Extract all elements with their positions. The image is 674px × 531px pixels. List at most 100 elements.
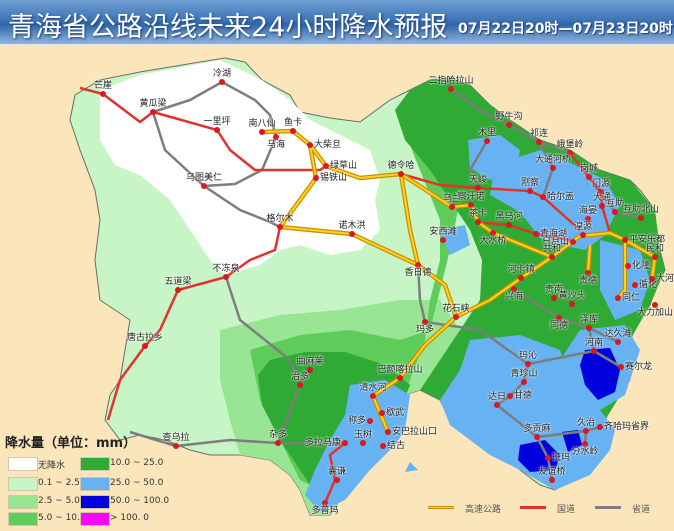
place-label: 清水河 — [359, 383, 387, 393]
legend-title: 降水量（单位：mm） — [5, 436, 137, 451]
place-marker-icon — [569, 301, 575, 307]
place-label: 马海 — [266, 140, 286, 150]
place-label: 巴颜喀拉山 — [377, 365, 423, 375]
place-marker-icon — [380, 443, 386, 449]
place-marker-icon — [525, 361, 531, 367]
place-label: 察汗诺 — [457, 192, 485, 202]
legend-label: 2.5 ~ 5.0 — [38, 496, 80, 506]
forecast-period: 07月22日20时—07月23日20时 — [458, 21, 673, 37]
place-marker-icon — [448, 86, 454, 92]
place-marker-icon — [201, 183, 207, 189]
legend-swatch-100 — [80, 512, 110, 526]
place-label: 诺木洪 — [338, 221, 366, 231]
place-label: 共和 — [542, 244, 562, 254]
place-marker-icon — [273, 134, 279, 140]
place-marker-icon — [580, 232, 586, 238]
place-marker-icon — [511, 286, 517, 292]
place-label: 锡铁山 — [320, 173, 348, 183]
place-label: 互助北山 — [622, 205, 660, 215]
place-label: 乌图美仁 — [185, 173, 223, 183]
place-label: 青海湖 — [540, 229, 568, 239]
place-marker-icon — [397, 375, 403, 381]
place-marker-icon — [598, 189, 604, 195]
place-marker-icon — [521, 379, 527, 385]
place-marker-icon — [582, 441, 588, 447]
place-label: 黄瓜梁 — [139, 99, 167, 109]
place-label: 化隆 — [632, 261, 651, 271]
place-label: 野牛沟 — [495, 112, 523, 122]
place-marker-icon — [490, 230, 496, 236]
place-label: 海晏 — [578, 206, 598, 216]
place-label: 多贡麻 — [523, 424, 551, 434]
place-marker-icon — [638, 215, 644, 221]
legend-swatch-0-1 — [8, 477, 38, 491]
place-label: 歇武 — [386, 408, 405, 418]
place-label: 结古 — [387, 441, 406, 451]
place-label: 五道梁 — [164, 277, 192, 287]
place-marker-icon — [453, 314, 459, 320]
legend-swatch-10 — [80, 457, 110, 471]
place-marker-icon — [556, 315, 562, 321]
national-road-line-icon — [520, 506, 546, 509]
place-marker-icon — [599, 203, 605, 209]
place-marker-icon — [586, 325, 592, 331]
place-label: 循化 — [639, 280, 658, 290]
place-label: 冷湖 — [212, 69, 232, 79]
place-marker-icon — [585, 270, 591, 276]
place-label: 达日 — [487, 392, 507, 402]
place-label: 达久滩 — [604, 329, 632, 339]
place-marker-icon — [494, 402, 500, 408]
place-marker-icon — [551, 295, 557, 301]
legend-swatch-2-5 — [8, 495, 38, 509]
place-label: 乌兰 — [442, 194, 462, 204]
place-label: 查乌拉 — [162, 433, 190, 443]
zone-no-rain — [100, 60, 380, 275]
place-label: 黄沙头 — [558, 291, 586, 301]
place-label: 杂多 — [268, 430, 288, 440]
place-label: 芒崖 — [93, 81, 113, 91]
title-bar: 青海省公路沿线未来24小时降水预报 07月22日20时—07月23日20时 — [0, 0, 674, 46]
legend-swatch-none — [8, 457, 38, 471]
place-marker-icon — [307, 142, 313, 148]
place-marker-icon — [385, 429, 391, 435]
legend-label: > 100. 0 — [110, 513, 150, 523]
place-label: 兴海 — [504, 292, 524, 302]
place-label: 湟源 — [573, 222, 593, 232]
place-marker-icon — [214, 127, 220, 133]
place-label: 民和 — [645, 244, 665, 254]
place-marker-icon — [533, 231, 539, 237]
place-label: 黑马河 — [495, 212, 523, 222]
place-label: 天峻 — [468, 175, 488, 185]
place-label: 久治 — [576, 418, 596, 428]
place-marker-icon — [415, 262, 421, 268]
place-marker-icon — [398, 171, 404, 177]
place-marker-icon — [440, 237, 446, 243]
place-label: 河卡镇 — [507, 265, 535, 275]
place-marker-icon — [622, 237, 628, 243]
place-marker-icon — [367, 418, 373, 424]
place-label: 格尔木 — [266, 214, 294, 224]
place-marker-icon — [142, 343, 148, 349]
place-label: 班玛 — [552, 453, 571, 463]
place-marker-icon — [507, 393, 513, 399]
place-label: 囊谦 — [327, 467, 347, 477]
place-marker-icon — [173, 443, 179, 449]
place-marker-icon — [506, 222, 512, 228]
place-label: 哈尔盖 — [547, 192, 575, 202]
expressway-line-icon — [428, 506, 454, 509]
place-marker-icon — [591, 348, 597, 354]
place-label: 峨堡岭 — [556, 140, 584, 150]
zone-25-50 — [305, 135, 650, 512]
place-marker-icon — [567, 150, 573, 156]
place-marker-icon — [585, 216, 591, 222]
place-label: 青珍山 — [510, 369, 538, 379]
legend-label: 25.0 ~ 50.0 — [110, 478, 164, 488]
place-marker-icon — [219, 79, 225, 85]
place-marker-icon — [612, 209, 618, 215]
place-label: 多普玛 — [311, 506, 339, 516]
place-label: 一里坪 — [203, 117, 231, 127]
legend-swatch-50 — [80, 495, 110, 509]
place-label: 刚察 — [520, 178, 540, 188]
place-label: 多拉马康 — [304, 438, 341, 448]
place-marker-icon — [468, 202, 474, 208]
